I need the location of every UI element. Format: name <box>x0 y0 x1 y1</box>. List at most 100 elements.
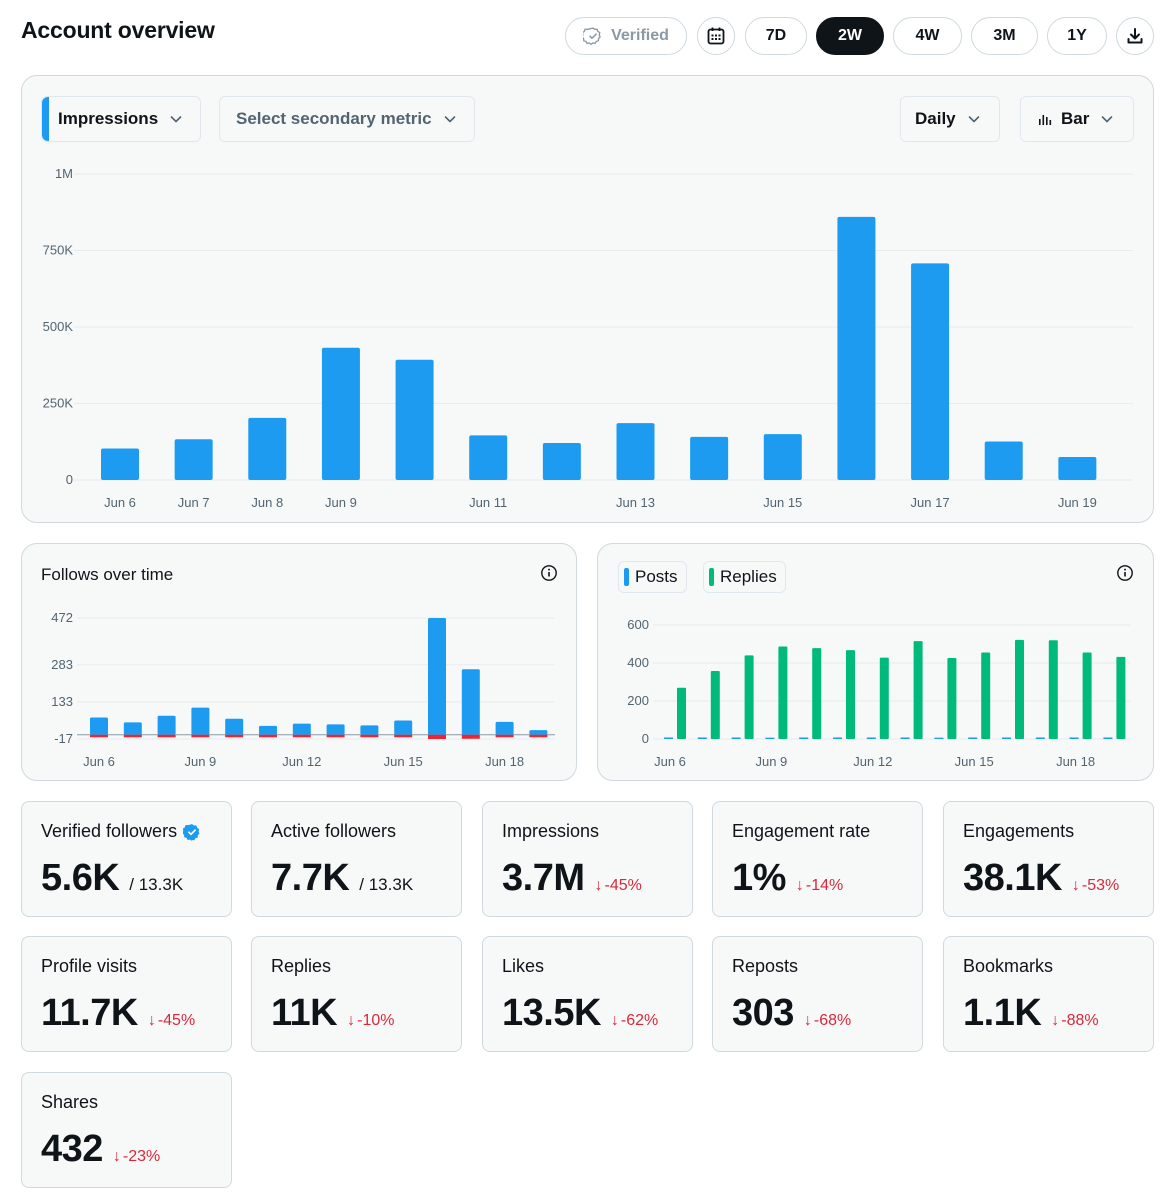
stat-card-active-followers[interactable]: Active followers 7.7K / 13.3K <box>251 801 462 917</box>
legend-replies[interactable]: Replies <box>703 561 786 593</box>
bar-posts <box>866 737 876 739</box>
bar <box>321 347 360 480</box>
bar-gain <box>360 725 379 735</box>
stat-value: 38.1K <box>963 857 1062 899</box>
bar-gain <box>461 669 480 735</box>
bar-loss <box>326 734 345 738</box>
bar-gain <box>326 724 345 735</box>
download-button[interactable] <box>1116 17 1154 55</box>
bar-posts <box>900 737 910 739</box>
impressions-bar-chart: 0 250K 500K 750K 1M Jun 6 Jun 7 Jun 8 Jun 9 Jun 1… <box>43 166 1133 510</box>
bar <box>984 441 1023 480</box>
info-icon[interactable] <box>540 564 558 582</box>
bar-loss <box>495 734 514 738</box>
bar-loss <box>225 734 244 738</box>
bar-posts <box>697 737 707 739</box>
posts-replies-chart-card: Posts Replies 0 200 400 600 Jun 6 Jun 9 Jun 12… <box>597 543 1154 781</box>
bar <box>763 434 802 480</box>
bar-replies <box>744 655 754 739</box>
bar-replies <box>1015 639 1024 739</box>
stat-card-likes[interactable]: Likes 13.5K ↓ -62% <box>482 936 693 1052</box>
bar <box>101 448 139 480</box>
bar-replies <box>1116 656 1126 739</box>
bar-loss <box>259 734 277 738</box>
stat-delta-value: -62% <box>620 1012 659 1029</box>
bar-posts <box>833 737 842 739</box>
stat-card-impressions[interactable]: Impressions 3.7M ↓ -45% <box>482 801 693 917</box>
stat-total: / 13.3K <box>129 875 184 894</box>
bar-loss <box>123 734 142 738</box>
stat-delta: ↓ -62% <box>611 1012 658 1030</box>
verified-filter-button[interactable]: Verified <box>565 17 687 55</box>
chevron-down-icon <box>170 116 182 123</box>
secondary-metric-select[interactable]: Select secondary metric <box>219 96 475 142</box>
stat-value: 11K <box>271 992 338 1034</box>
follows-panel-title: Follows over time <box>41 565 174 584</box>
x-tick-label: Jun 15 <box>955 754 994 769</box>
calendar-button[interactable] <box>697 17 735 55</box>
range-7d-button[interactable]: 7D <box>745 17 807 55</box>
stat-label: Engagements <box>963 821 1075 841</box>
stat-value: 13.5K <box>502 992 601 1034</box>
stat-label: Shares <box>41 1092 99 1112</box>
stat-card-shares[interactable]: Shares 432 ↓ -23% <box>21 1072 232 1188</box>
chevron-down-icon <box>1102 116 1113 123</box>
stat-label: Profile visits <box>41 956 138 976</box>
chart-type-select[interactable]: Bar <box>1020 96 1134 142</box>
y-tick-label: 0 <box>66 472 73 487</box>
posts-swatch <box>624 568 629 586</box>
bar-gain <box>225 718 244 735</box>
stat-card-engagements[interactable]: Engagements 38.1K ↓ -53% <box>943 801 1154 917</box>
info-icon[interactable] <box>1116 564 1134 582</box>
y-tick-label: -17 <box>54 731 73 746</box>
arrow-down-icon: ↓ <box>112 1148 121 1165</box>
stat-card-reposts[interactable]: Reposts 303 ↓ -68% <box>712 936 923 1052</box>
x-tick-label: Jun 9 <box>184 754 216 769</box>
x-tick-label: Jun 6 <box>104 495 136 510</box>
bar-gain <box>191 707 210 735</box>
bar-posts <box>765 737 775 739</box>
arrow-down-icon: ↓ <box>1071 877 1080 894</box>
download-icon <box>1127 28 1143 44</box>
stat-delta: ↓ -45% <box>148 1012 195 1030</box>
stat-card-verified-followers[interactable]: Verified followers 5.6K / 13.3K <box>21 801 232 917</box>
calendar-icon <box>707 27 725 45</box>
stat-card-engagement-rate[interactable]: Engagement rate 1% ↓ -14% <box>712 801 923 917</box>
legend-posts-label: Posts <box>635 567 678 586</box>
x-tick-label: Jun 15 <box>384 754 423 769</box>
primary-metric-select[interactable]: Impressions <box>41 96 201 142</box>
stat-label: Replies <box>271 956 332 976</box>
y-tick-label: 600 <box>627 617 649 632</box>
stat-label: Likes <box>502 956 545 976</box>
bar-posts <box>799 737 809 739</box>
range-1y-button[interactable]: 1Y <box>1047 17 1107 55</box>
bar-gain <box>157 715 176 735</box>
range-4w-button[interactable]: 4W <box>893 17 962 55</box>
range-3m-button[interactable]: 3M <box>971 17 1038 55</box>
y-tick-label: 0 <box>642 731 649 746</box>
bar-posts <box>1002 737 1011 739</box>
bar-replies <box>677 687 686 739</box>
stat-delta-value: -45% <box>604 877 642 894</box>
bar <box>1058 457 1097 480</box>
stat-value: 1% <box>732 857 786 899</box>
bar-loss <box>428 734 446 739</box>
legend-replies-label: Replies <box>720 567 777 586</box>
bar-loss <box>191 734 210 738</box>
interval-select[interactable]: Daily <box>900 96 1000 142</box>
stat-value: 303 <box>732 992 794 1034</box>
bar-posts <box>664 737 673 739</box>
bar <box>837 216 876 480</box>
stat-card-profile-visits[interactable]: Profile visits 11.7K ↓ -45% <box>21 936 232 1052</box>
range-2w-button[interactable]: 2W <box>816 17 884 55</box>
stat-label: Engagement rate <box>732 821 871 841</box>
arrow-down-icon: ↓ <box>594 877 603 894</box>
stat-card-replies[interactable]: Replies 11K ↓ -10% <box>251 936 462 1052</box>
bar-replies <box>879 657 889 739</box>
bar-replies <box>1048 640 1058 739</box>
arrow-down-icon: ↓ <box>610 1012 619 1029</box>
arrow-down-icon: ↓ <box>147 1012 156 1029</box>
stat-label: Verified followers <box>41 821 201 842</box>
legend-posts[interactable]: Posts <box>618 561 687 593</box>
stat-card-bookmarks[interactable]: Bookmarks 1.1K ↓ -88% <box>943 936 1154 1052</box>
